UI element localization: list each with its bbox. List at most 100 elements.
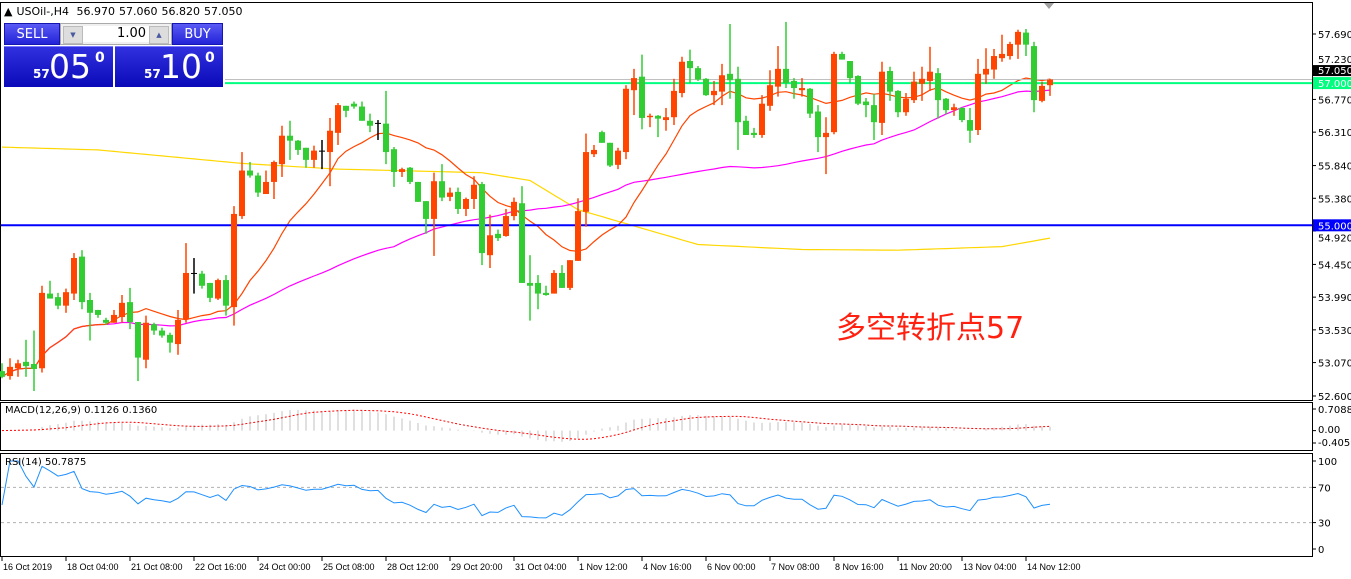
decrease-lot-icon[interactable]: ▼ [63, 26, 83, 44]
bull-candle [775, 68, 781, 87]
bull-candle [1039, 85, 1045, 101]
bear-candle [303, 147, 309, 160]
bear-candle [519, 203, 525, 283]
bear-candle [607, 142, 613, 166]
time-axis-label: 14 Nov 12:00 [1027, 562, 1081, 572]
bear-candle [295, 140, 301, 150]
one-click-trading-panel: SELL ▼ 1.00 ▲ BUY 57 05 0 57 10 0 [4, 23, 223, 87]
time-axis-label: 7 Nov 08:00 [771, 562, 820, 572]
bull-candle [919, 78, 925, 84]
main-chart-frame [0, 2, 1313, 401]
lot-size-stepper[interactable]: ▼ 1.00 ▲ [60, 23, 172, 45]
bull-candle [239, 170, 245, 217]
bear-candle [135, 322, 141, 358]
sell-price-button[interactable]: 57 05 0 [4, 46, 113, 87]
sell-price-main: 05 [49, 47, 91, 86]
bull-candle [279, 135, 285, 165]
price-axis-label: 55.380 [1318, 194, 1351, 205]
bear-candle [223, 280, 229, 306]
macd-axis-label: -0.4059 [1318, 438, 1351, 449]
bull-candle [375, 122, 381, 124]
ohlc-close: 57.050 [204, 5, 243, 18]
bear-candle [1023, 32, 1029, 45]
bull-candle [903, 98, 909, 113]
bear-candle [455, 191, 461, 209]
buy-price-button[interactable]: 57 10 0 [115, 46, 223, 87]
bull-candle [647, 115, 653, 118]
bear-candle [0, 371, 5, 377]
price-axis-label: 53.990 [1318, 293, 1351, 304]
bull-candle [983, 68, 989, 75]
price-axis-label: 57.690 [1318, 30, 1351, 41]
ohlc-high: 57.060 [119, 5, 158, 18]
rsi-axis-label: 30 [1318, 519, 1331, 530]
bear-candle [959, 107, 965, 121]
bear-candle [79, 256, 85, 303]
bear-candle [207, 282, 213, 298]
bull-candle [1007, 43, 1013, 57]
bear-candle [415, 181, 421, 202]
bull-candle [503, 216, 509, 236]
time-axis-label: 11 Nov 20:00 [899, 562, 952, 572]
bear-candle [1031, 46, 1037, 101]
sell-button[interactable]: SELL [4, 23, 60, 45]
bull-candle [71, 258, 77, 294]
buy-button[interactable]: BUY [172, 23, 223, 45]
bull-candle [799, 88, 805, 91]
bull-candle [511, 201, 517, 217]
bear-candle [527, 282, 533, 286]
time-axis-label: 16 Oct 2019 [3, 562, 52, 572]
level-label: 55.000 [1318, 221, 1351, 232]
level-label: 57.000 [1318, 79, 1351, 90]
price-axis-label: 54.450 [1318, 260, 1351, 271]
price-axis-label: 56.310 [1318, 128, 1351, 139]
bull-candle [575, 211, 581, 261]
bull-candle [631, 78, 637, 91]
bull-candle [911, 81, 917, 101]
bear-candle [863, 101, 869, 106]
bull-candle [319, 150, 325, 152]
bull-candle [7, 366, 13, 377]
bid-price-label: 57.050 [1318, 66, 1351, 77]
collapse-triangle-icon[interactable]: ▲ [4, 5, 13, 18]
bull-candle [591, 149, 597, 155]
rsi-axis-label: 70 [1318, 483, 1331, 494]
chart-header: ▲ USOil-,H4 56.970 57.060 56.820 57.050 [4, 5, 247, 18]
price-axis-label: 57.230 [1318, 55, 1351, 66]
time-axis-label: 13 Nov 04:00 [963, 562, 1017, 572]
lot-size-input[interactable]: 1.00 [83, 26, 149, 42]
bull-candle [143, 322, 149, 360]
ohlc-low: 56.820 [161, 5, 201, 18]
symbol-label: USOil-,H4 [16, 5, 70, 18]
time-axis-label: 22 Oct 16:00 [195, 562, 247, 572]
time-axis-label: 28 Oct 12:00 [387, 562, 439, 572]
level-label-bg [1313, 219, 1351, 232]
macd-axis-label: 0.00 [1318, 425, 1340, 436]
bear-candle [543, 292, 549, 296]
increase-lot-icon[interactable]: ▲ [149, 26, 169, 44]
bear-candle [935, 73, 941, 101]
bear-candle [967, 120, 973, 131]
bull-candle [39, 292, 45, 369]
bear-candle [151, 324, 157, 331]
bid-price-label-bg [1313, 65, 1351, 77]
macd-signal-line [1, 409, 1051, 440]
bear-candle [495, 233, 501, 239]
bear-candle [855, 75, 861, 104]
time-axis-label: 4 Nov 16:00 [643, 562, 692, 572]
rsi-line [1, 460, 1051, 519]
bull-candle [583, 152, 589, 212]
bull-candle [975, 73, 981, 131]
bull-candle [463, 198, 469, 209]
bull-candle [215, 280, 221, 299]
price-axis-label: 54.920 [1318, 233, 1351, 244]
time-axis-label: 25 Oct 08:00 [323, 562, 375, 572]
bear-candle [247, 170, 253, 176]
bear-candle [887, 70, 893, 92]
bull-candle [175, 319, 181, 345]
bear-candle [743, 120, 749, 135]
bull-candle [183, 272, 189, 320]
bull-candle [623, 88, 629, 153]
bull-candle [615, 150, 621, 165]
